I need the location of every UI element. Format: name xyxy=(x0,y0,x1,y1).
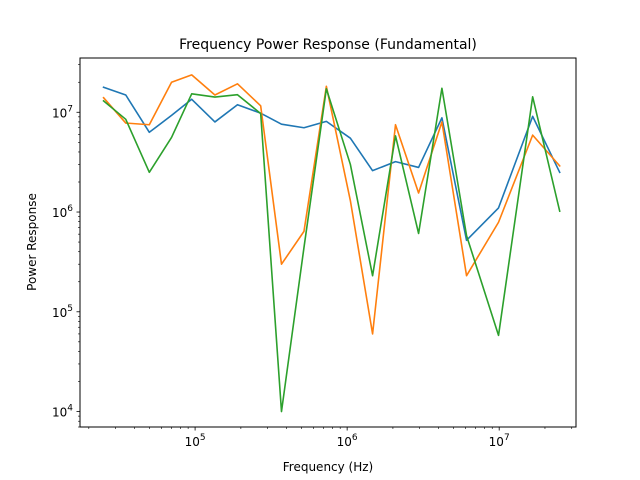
y-axis-ticks: 104 105 106 107 xyxy=(52,64,80,428)
x-axis-ticks: 105 106 107 xyxy=(88,427,573,449)
y-tick-label: 106 xyxy=(52,204,73,220)
series-layer xyxy=(102,74,561,413)
y-tick-label: 105 xyxy=(52,304,73,320)
series-line-2 xyxy=(102,74,561,335)
series-line-3 xyxy=(102,87,561,413)
x-tick-label: 107 xyxy=(489,433,510,449)
x-tick-label: 105 xyxy=(185,433,206,449)
y-tick-label: 107 xyxy=(52,104,73,120)
series-line-1 xyxy=(102,86,561,242)
x-axis-title: Frequency (Hz) xyxy=(283,460,374,474)
y-axis-title: Power Response xyxy=(25,193,39,291)
chart-title: Frequency Power Response (Fundamental) xyxy=(179,37,477,53)
x-tick-label: 106 xyxy=(337,433,358,449)
plot-area xyxy=(80,58,576,427)
plot-frame xyxy=(79,57,577,428)
y-tick-label: 104 xyxy=(52,404,73,420)
